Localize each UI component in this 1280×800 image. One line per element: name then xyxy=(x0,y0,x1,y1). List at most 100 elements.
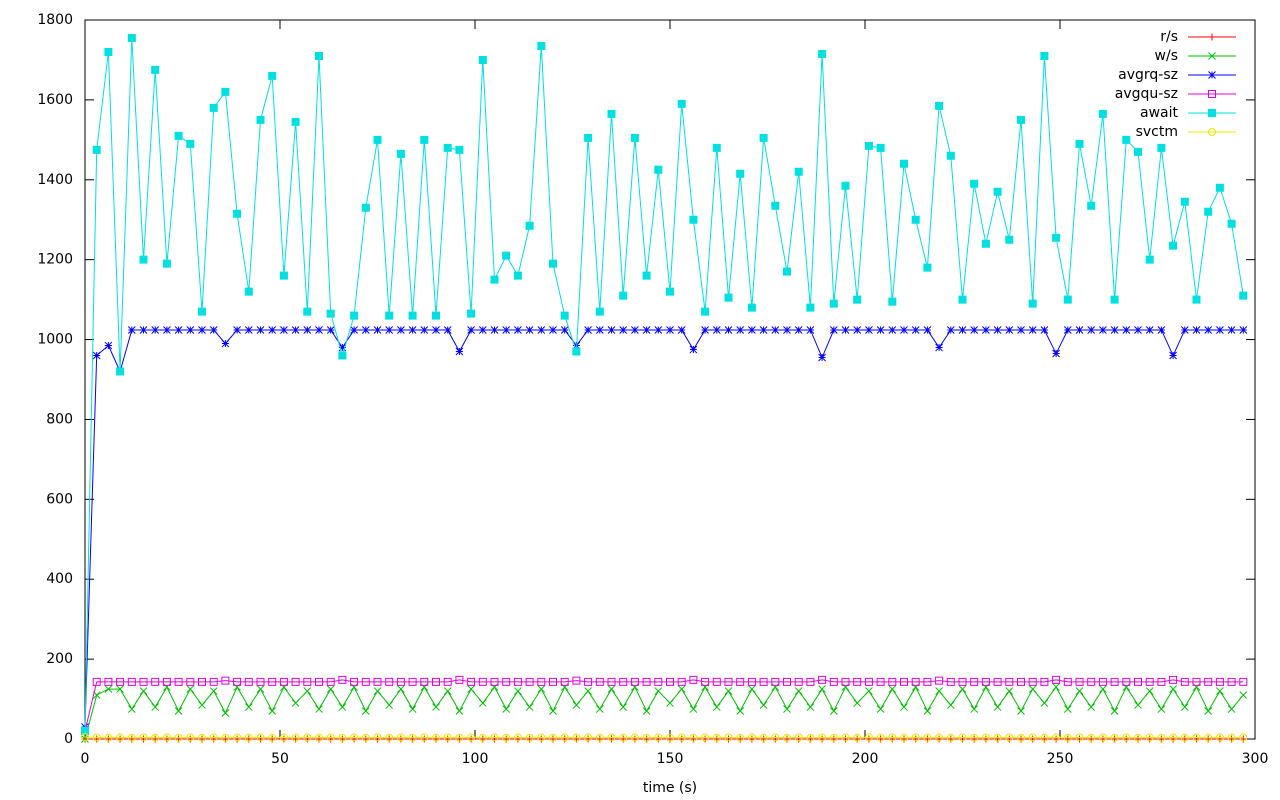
point xyxy=(186,733,195,742)
point xyxy=(279,733,288,742)
series xyxy=(81,683,1248,743)
point xyxy=(268,707,277,715)
point xyxy=(630,733,639,742)
point xyxy=(642,707,651,715)
point xyxy=(677,326,686,334)
point xyxy=(525,733,534,742)
point xyxy=(139,677,148,686)
point xyxy=(350,733,359,742)
point xyxy=(841,733,850,742)
point xyxy=(958,295,967,304)
point xyxy=(198,677,206,686)
legend-marker xyxy=(1208,90,1216,98)
point xyxy=(1157,733,1166,742)
point xyxy=(736,326,745,334)
point xyxy=(1122,677,1131,686)
point xyxy=(595,733,604,742)
point xyxy=(174,326,183,334)
point xyxy=(104,685,113,693)
point xyxy=(303,307,312,316)
point xyxy=(958,677,967,686)
point xyxy=(642,326,651,334)
point xyxy=(1169,241,1178,250)
point xyxy=(221,676,230,685)
point xyxy=(747,733,756,742)
point xyxy=(654,677,663,686)
point xyxy=(584,677,593,686)
point xyxy=(432,677,440,686)
point xyxy=(163,326,171,334)
point xyxy=(1157,705,1166,713)
point xyxy=(584,133,593,142)
point xyxy=(1180,326,1189,334)
point xyxy=(244,326,253,334)
point xyxy=(560,311,569,320)
point xyxy=(1192,733,1201,742)
point xyxy=(584,687,592,695)
point xyxy=(1215,677,1224,686)
point xyxy=(162,733,171,742)
point xyxy=(104,677,113,686)
point xyxy=(397,326,405,334)
point xyxy=(1180,703,1189,711)
x-tick-label: 200 xyxy=(852,751,879,767)
point xyxy=(291,677,300,686)
point xyxy=(560,677,569,686)
point xyxy=(572,701,581,709)
point xyxy=(1017,733,1025,742)
point xyxy=(373,326,382,334)
point xyxy=(666,287,674,296)
point xyxy=(1180,677,1189,686)
point xyxy=(993,677,1002,686)
legend-marker xyxy=(1208,128,1216,136)
point xyxy=(783,733,791,742)
point xyxy=(291,117,300,126)
point xyxy=(92,351,101,360)
point xyxy=(630,677,639,686)
point xyxy=(946,677,955,686)
point xyxy=(127,326,136,334)
series-line xyxy=(84,37,1244,732)
point xyxy=(806,303,815,312)
point xyxy=(385,677,394,686)
point xyxy=(244,703,253,711)
point xyxy=(268,71,277,80)
point xyxy=(303,687,312,695)
point xyxy=(900,159,908,168)
point xyxy=(467,309,476,318)
point xyxy=(666,677,674,686)
point xyxy=(537,326,546,334)
point xyxy=(619,733,628,742)
point xyxy=(256,733,265,742)
point xyxy=(361,203,370,212)
point xyxy=(876,326,885,334)
point xyxy=(1110,295,1119,304)
point xyxy=(712,733,721,742)
series-line xyxy=(84,685,1244,740)
point xyxy=(1134,677,1142,686)
point xyxy=(326,677,335,686)
point xyxy=(1017,326,1025,334)
legend-marker xyxy=(1208,71,1216,79)
point xyxy=(1239,291,1248,300)
point xyxy=(1134,326,1142,334)
point xyxy=(443,677,452,686)
point xyxy=(923,326,932,334)
point xyxy=(935,676,944,685)
point xyxy=(1204,733,1213,742)
point xyxy=(233,677,242,686)
point xyxy=(151,677,160,686)
point xyxy=(607,685,616,693)
point xyxy=(350,683,358,691)
point xyxy=(478,677,487,686)
point xyxy=(560,326,569,334)
point xyxy=(209,687,218,695)
point xyxy=(233,683,241,691)
point xyxy=(771,683,780,691)
point xyxy=(993,733,1002,742)
point xyxy=(513,733,522,742)
point xyxy=(607,677,616,686)
point xyxy=(303,733,312,742)
point xyxy=(1028,733,1037,742)
